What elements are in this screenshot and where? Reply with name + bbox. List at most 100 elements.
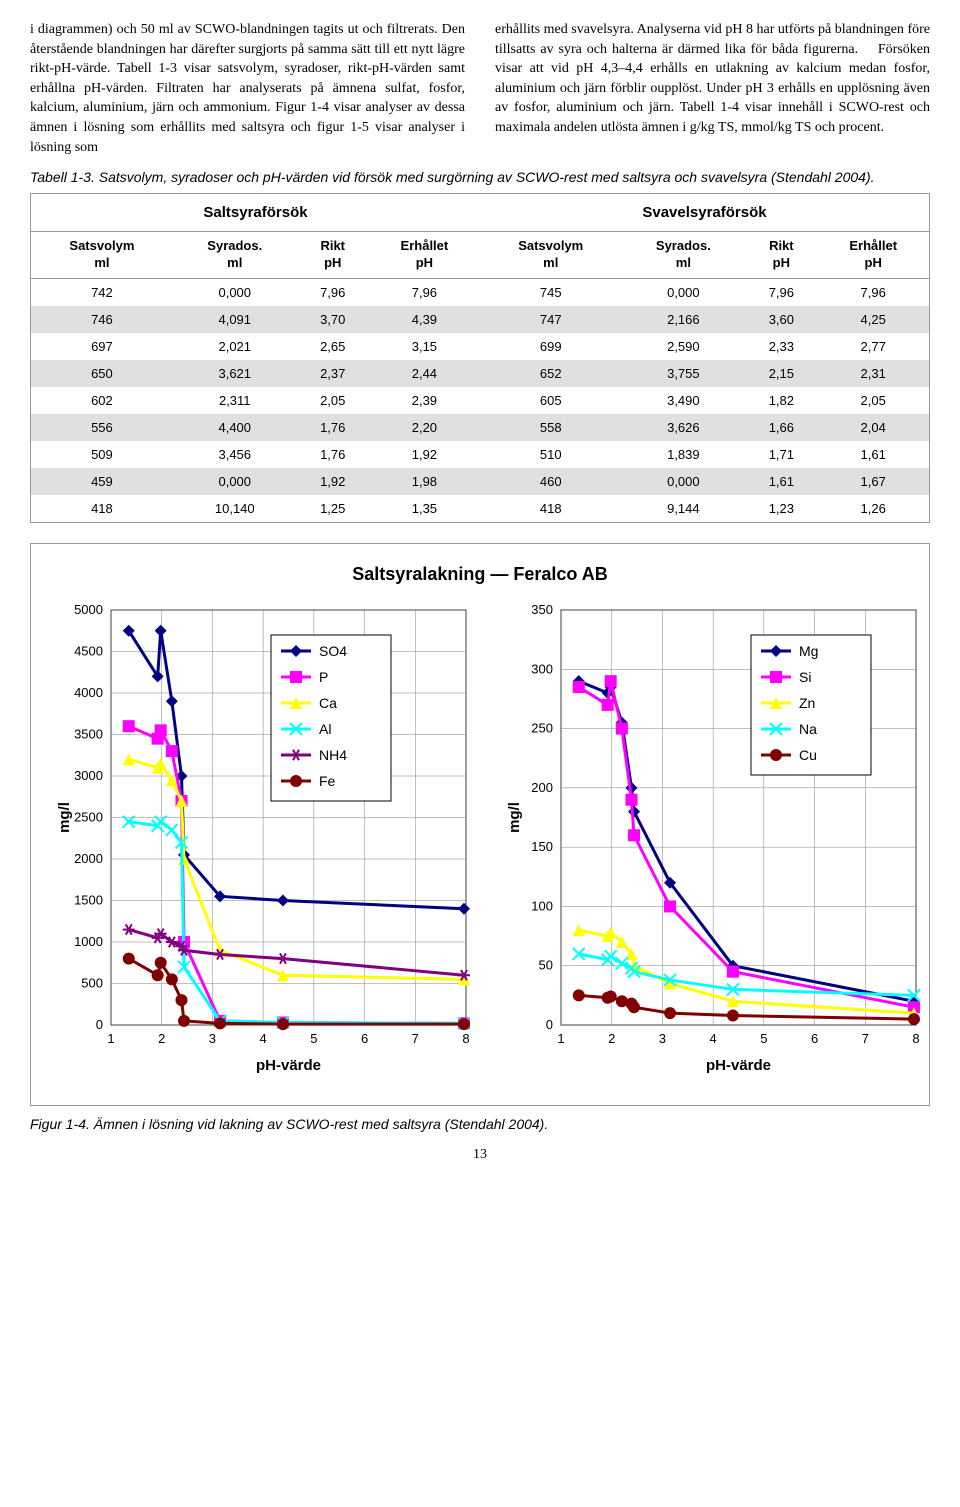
table-row: 5093,4561,761,925101,8391,711,61 — [31, 441, 930, 468]
svg-text:1: 1 — [107, 1031, 114, 1046]
svg-text:250: 250 — [531, 721, 553, 736]
charts-title: Saltsyralakning — Feralco AB — [51, 564, 909, 585]
svg-text:pH-värde: pH-värde — [706, 1057, 771, 1074]
table-cell: 0,000 — [173, 468, 297, 495]
table-cell: 418 — [480, 495, 621, 523]
page-number: 13 — [30, 1147, 930, 1163]
svg-text:3000: 3000 — [74, 768, 103, 783]
table-cell: 1,839 — [621, 441, 745, 468]
svg-text:5: 5 — [760, 1031, 767, 1046]
svg-text:2000: 2000 — [74, 851, 103, 866]
table-cell: 1,26 — [817, 495, 929, 523]
table-cell: 747 — [480, 306, 621, 333]
svg-text:3: 3 — [659, 1031, 666, 1046]
svg-text:200: 200 — [531, 780, 553, 795]
table-cell: 418 — [31, 495, 173, 523]
svg-text:100: 100 — [531, 898, 553, 913]
group-header-right: Svavelsyraförsök — [480, 194, 930, 232]
table-cell: 558 — [480, 414, 621, 441]
table-cell: 3,456 — [173, 441, 297, 468]
svg-text:1000: 1000 — [74, 934, 103, 949]
col-header: RiktpH — [297, 232, 369, 279]
svg-text:NH4: NH4 — [319, 747, 347, 763]
table-cell: 745 — [480, 278, 621, 306]
table-row: 7420,0007,967,967450,0007,967,96 — [31, 278, 930, 306]
svg-text:5: 5 — [310, 1031, 317, 1046]
table-cell: 459 — [31, 468, 173, 495]
col-header: ErhålletpH — [369, 232, 480, 279]
svg-text:Al: Al — [319, 721, 331, 737]
svg-text:4500: 4500 — [74, 643, 103, 658]
table-row: 5564,4001,762,205583,6261,662,04 — [31, 414, 930, 441]
table-cell: 9,144 — [621, 495, 745, 523]
svg-text:3: 3 — [209, 1031, 216, 1046]
table-cell: 605 — [480, 387, 621, 414]
table-cell: 2,65 — [297, 333, 369, 360]
right-column: erhållits med svavelsyra. Analyserna vid… — [495, 20, 930, 157]
table-cell: 10,140 — [173, 495, 297, 523]
table-cell: 510 — [480, 441, 621, 468]
svg-text:0: 0 — [96, 1017, 103, 1032]
table-cell: 509 — [31, 441, 173, 468]
table-cell: 3,755 — [621, 360, 745, 387]
col-header: RiktpH — [745, 232, 817, 279]
svg-text:150: 150 — [531, 839, 553, 854]
svg-text:6: 6 — [361, 1031, 368, 1046]
svg-text:500: 500 — [81, 975, 103, 990]
table-cell: 650 — [31, 360, 173, 387]
svg-text:2: 2 — [158, 1031, 165, 1046]
table-cell: 3,490 — [621, 387, 745, 414]
table-cell: 2,15 — [745, 360, 817, 387]
table-cell: 2,33 — [745, 333, 817, 360]
table-cell: 2,166 — [621, 306, 745, 333]
table-cell: 1,98 — [369, 468, 480, 495]
table-cell: 652 — [480, 360, 621, 387]
table-cell: 4,091 — [173, 306, 297, 333]
svg-text:6: 6 — [811, 1031, 818, 1046]
table-cell: 2,77 — [817, 333, 929, 360]
table-cell: 2,31 — [817, 360, 929, 387]
table-cell: 2,590 — [621, 333, 745, 360]
table-cell: 1,92 — [369, 441, 480, 468]
table-cell: 4,39 — [369, 306, 480, 333]
svg-text:mg/l: mg/l — [506, 802, 523, 833]
table-cell: 699 — [480, 333, 621, 360]
table-row: 41810,1401,251,354189,1441,231,26 — [31, 495, 930, 523]
col-header: Satsvolymml — [31, 232, 173, 279]
svg-text:Fe: Fe — [319, 773, 336, 789]
col-header: Satsvolymml — [480, 232, 621, 279]
table-cell: 1,76 — [297, 414, 369, 441]
left-column: i diagrammen) och 50 ml av SCWO-blandnin… — [30, 20, 465, 157]
table-cell: 3,70 — [297, 306, 369, 333]
svg-text:Mg: Mg — [799, 643, 818, 659]
svg-text:Si: Si — [799, 669, 811, 685]
svg-text:Ca: Ca — [319, 695, 337, 711]
col-header: Syrados.ml — [173, 232, 297, 279]
table-cell: 7,96 — [297, 278, 369, 306]
svg-text:8: 8 — [462, 1031, 469, 1046]
table-cell: 697 — [31, 333, 173, 360]
svg-text:4000: 4000 — [74, 685, 103, 700]
table-cell: 742 — [31, 278, 173, 306]
table-cell: 0,000 — [621, 278, 745, 306]
table-cell: 7,96 — [817, 278, 929, 306]
table-cell: 2,20 — [369, 414, 480, 441]
svg-text:1: 1 — [557, 1031, 564, 1046]
table-cell: 1,66 — [745, 414, 817, 441]
data-table: Saltsyraförsök Svavelsyraförsök Satsvoly… — [30, 193, 930, 523]
table-cell: 1,35 — [369, 495, 480, 523]
table-cell: 4,400 — [173, 414, 297, 441]
table-cell: 556 — [31, 414, 173, 441]
col-header: ErhålletpH — [817, 232, 929, 279]
group-header-left: Saltsyraförsök — [31, 194, 480, 232]
table-cell: 7,96 — [745, 278, 817, 306]
svg-text:pH-värde: pH-värde — [256, 1057, 321, 1074]
table-cell: 7,96 — [369, 278, 480, 306]
svg-text:3500: 3500 — [74, 726, 103, 741]
table-row: 6503,6212,372,446523,7552,152,31 — [31, 360, 930, 387]
svg-text:50: 50 — [539, 958, 553, 973]
table-cell: 1,61 — [817, 441, 929, 468]
svg-text:2: 2 — [608, 1031, 615, 1046]
svg-text:350: 350 — [531, 602, 553, 617]
table-cell: 4,25 — [817, 306, 929, 333]
